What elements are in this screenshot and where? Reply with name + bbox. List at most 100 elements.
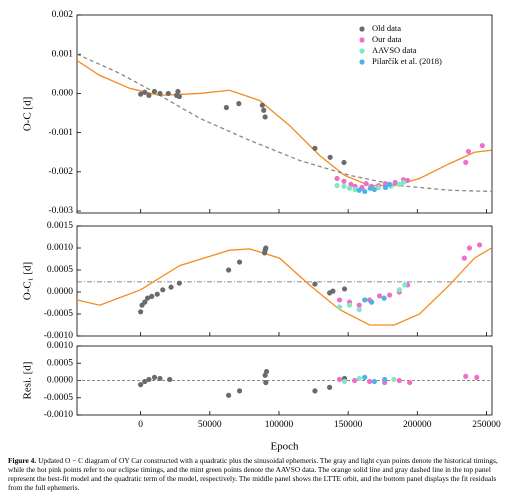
data-point (396, 181, 402, 187)
y-tick-label: -0.003 (48, 206, 73, 216)
x-tick-label: 250000 (472, 420, 501, 430)
y-tick-label: 0.0005 (47, 265, 73, 275)
data-point (151, 88, 158, 95)
data-point (400, 179, 407, 186)
x-tick-label: 150000 (334, 420, 363, 430)
model-curve (76, 59, 492, 187)
data-point (362, 374, 368, 380)
data-point (341, 286, 348, 292)
data-point (362, 297, 368, 303)
data-point (466, 245, 473, 251)
data-point (146, 92, 152, 98)
figure: 0.002 0.001 0.000 -0.001 -0.002 -0.003 O-C [d]… (22, 10, 501, 453)
data-point (363, 180, 369, 187)
x-tick-label: 0 (138, 420, 143, 430)
y-tick-label: -0.0010 (44, 331, 74, 341)
y-tick-label: 0.0005 (47, 358, 73, 368)
legend-label: AAVSO data (372, 45, 417, 55)
data-point (167, 376, 173, 383)
data-point (226, 392, 232, 398)
legend-label: Our data (372, 34, 402, 44)
data-point (336, 297, 343, 303)
data-point (348, 181, 354, 187)
data-point (382, 184, 389, 191)
data-point (263, 368, 270, 375)
plot-frame (76, 225, 493, 337)
legend-label: Pilarčík et al. (2018) (372, 56, 442, 66)
data-point (263, 379, 269, 386)
data-point (476, 242, 483, 248)
y-tick-label: -0.002 (48, 167, 73, 177)
y-tick-label: 0.0010 (47, 243, 73, 253)
data-point (312, 281, 318, 287)
data-point (376, 293, 383, 299)
data-point (465, 148, 472, 155)
data-point (341, 378, 348, 385)
data-point (369, 299, 375, 305)
data-point (261, 107, 267, 113)
data-point (356, 307, 362, 313)
data-point (334, 175, 340, 182)
data-point (334, 182, 340, 189)
data-point (157, 375, 163, 382)
data-point (236, 388, 243, 394)
data-point (341, 178, 347, 184)
data-point (371, 378, 378, 385)
data-point (346, 302, 353, 308)
y-tick-label: -0.001 (48, 128, 73, 138)
data-point (346, 185, 353, 191)
model-curve (76, 53, 493, 193)
data-point (138, 309, 144, 315)
model-curve (76, 247, 492, 326)
data-point (352, 377, 358, 384)
legend-marker (359, 37, 365, 43)
data-point (330, 288, 336, 294)
data-point (142, 299, 148, 305)
data-point (371, 186, 378, 193)
y-tick-label: 0.0015 (47, 221, 73, 231)
data-point (396, 287, 402, 293)
data-point (262, 114, 268, 120)
x-tick-label: 50000 (198, 420, 222, 430)
data-point (157, 90, 163, 97)
data-point (356, 302, 362, 308)
data-point (263, 245, 269, 251)
data-point (391, 376, 397, 383)
data-point (336, 304, 343, 310)
data-point (144, 295, 151, 301)
data-point (463, 373, 469, 379)
data-point (341, 159, 347, 166)
data-point (341, 183, 347, 189)
data-point (312, 145, 318, 151)
data-point (461, 255, 467, 261)
data-point (356, 187, 362, 193)
y-tick-label: -0.0005 (44, 309, 74, 319)
data-point (312, 388, 318, 394)
data-point (175, 88, 181, 95)
x-tick-label: 200000 (403, 420, 432, 430)
data-point (236, 101, 242, 107)
data-point (336, 376, 343, 383)
data-point (375, 184, 382, 191)
y-tick-label: 0.000 (52, 89, 74, 99)
legend-marker (359, 59, 365, 65)
data-point (146, 376, 152, 383)
data-point (259, 102, 265, 108)
data-point (405, 177, 411, 184)
data-point (392, 179, 398, 186)
data-point (474, 374, 480, 380)
legend-marker (359, 26, 365, 32)
caption: Figure 4. Updated O − C diagram of OY Ca… (8, 456, 510, 492)
data-point (326, 384, 333, 390)
caption-text: Updated O − C diagram of OY Car construc… (8, 456, 498, 492)
data-point (160, 287, 166, 293)
x-axis-label: Epoch (270, 441, 299, 453)
caption-label: Figure 4. (8, 456, 37, 465)
data-point (327, 154, 333, 160)
legend-marker (359, 48, 365, 54)
x-tick-label: 100000 (265, 420, 294, 430)
data-point (151, 374, 158, 380)
y-tick-label: -0.0005 (44, 393, 74, 403)
data-point (356, 375, 362, 382)
